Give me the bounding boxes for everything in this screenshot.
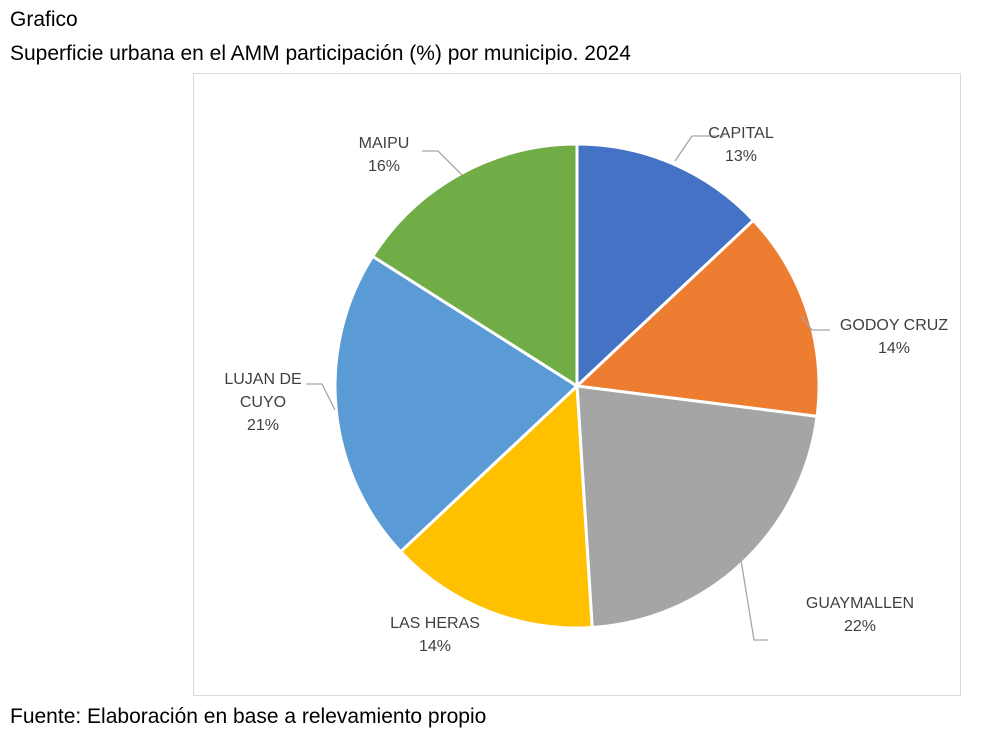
slice-label-las-heras: LAS HERAS 14% [390, 615, 480, 655]
slice-percent: 16% [368, 158, 400, 175]
pie-slice-las-heras [399, 384, 594, 630]
slice-percent: 21% [247, 417, 279, 434]
leader-line-godoy-cruz [800, 315, 830, 331]
leader-line-guaymallen [740, 559, 768, 641]
slice-percent: 13% [725, 148, 757, 165]
slice-name: LUJAN DE [224, 371, 301, 388]
slice-label-guaymallen: GUAYMALLEN 22% [806, 595, 914, 635]
slice-name: GODOY CRUZ [840, 317, 948, 334]
pie-slice-capital [575, 142, 755, 388]
chart-heading-title: Superficie urbana en el AMM participació… [10, 42, 631, 65]
leader-lines [306, 135, 830, 641]
leader-line-maipu [422, 150, 463, 176]
slice-percent: 14% [878, 340, 910, 357]
pie-slice-lujan-de-cuyo [333, 254, 579, 554]
slice-name: LAS HERAS [390, 615, 480, 632]
source-note: Fuente: Elaboración en base a relevamien… [10, 705, 487, 728]
pie-slices [333, 142, 821, 630]
slice-labels: CAPITAL 13% GODOY CRUZ 14% GUAYMALLEN 22% LAS … [224, 125, 948, 655]
slice-percent: 22% [844, 618, 876, 635]
slice-percent: 14% [419, 638, 451, 655]
slice-label-godoy-cruz: GODOY CRUZ 14% [840, 317, 948, 357]
slice-label-capital: CAPITAL 13% [708, 125, 774, 165]
slice-name: GUAYMALLEN [806, 595, 914, 612]
leader-line-capital [674, 135, 724, 162]
slice-label-lujan-de-cuyo: LUJAN DE CUYO 21% [224, 371, 301, 434]
slice-name: CUYO [240, 394, 286, 411]
chart-frame [193, 73, 961, 696]
pie-slice-godoy-cruz [575, 218, 821, 418]
slice-name: CAPITAL [708, 125, 774, 142]
leader-line-lujan-de-cuyo [306, 383, 336, 411]
slice-name: MAIPU [359, 135, 410, 152]
pie-slice-guaymallen [575, 384, 819, 630]
chart-heading-label: Grafico [10, 8, 78, 31]
slice-label-maipu: MAIPU 16% [359, 135, 410, 175]
